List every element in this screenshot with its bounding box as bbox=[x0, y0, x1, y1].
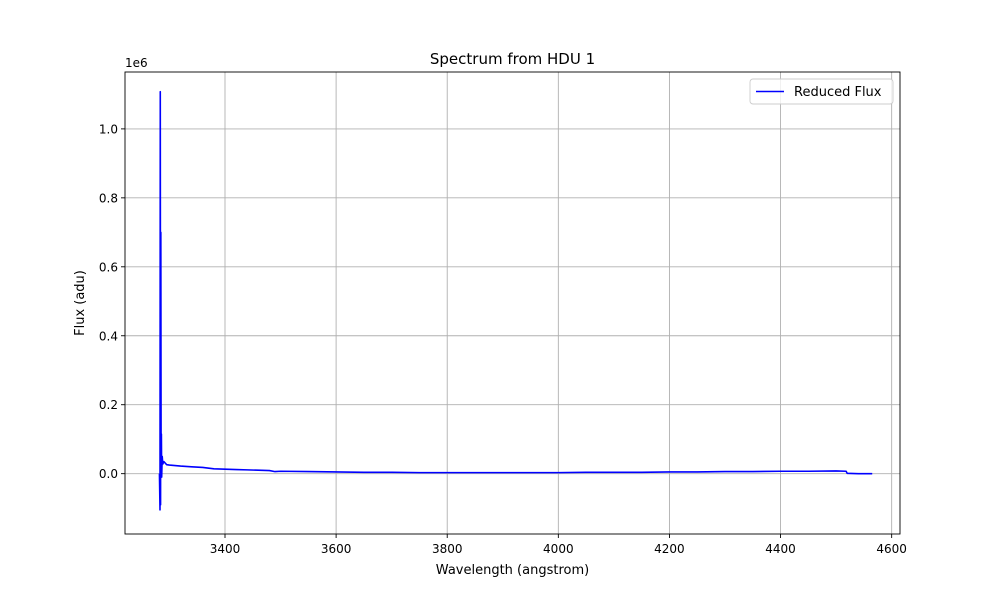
plot-frame bbox=[124, 71, 901, 535]
series-line-reduced-flux bbox=[158, 90, 873, 511]
x-tick-label: 3600 bbox=[321, 542, 352, 556]
x-axis-label: Wavelength (angstrom) bbox=[436, 563, 589, 578]
x-tick-label: 4400 bbox=[765, 542, 796, 556]
y-axis-label: Flux (adu) bbox=[73, 270, 88, 336]
y-offset-label: 1e6 bbox=[125, 56, 148, 70]
ticks: 3400 3600 3800 4000 4200 4400 4600 0.0 0.2 0.4 0.6… bbox=[99, 122, 907, 556]
grid bbox=[125, 72, 900, 534]
y-tick-label: 1.0 bbox=[99, 122, 118, 136]
x-tick-label: 4600 bbox=[876, 542, 907, 556]
y-tick-label: 0.0 bbox=[99, 467, 118, 481]
x-tick-label: 3400 bbox=[210, 542, 241, 556]
x-tick-label: 4200 bbox=[654, 542, 685, 556]
legend-entry-reduced-flux: Reduced Flux bbox=[794, 85, 882, 100]
y-tick-label: 0.6 bbox=[99, 260, 118, 274]
x-tick-label: 4000 bbox=[543, 542, 574, 556]
y-tick-label: 0.4 bbox=[99, 329, 118, 343]
legend-box bbox=[749, 78, 894, 105]
series-layer bbox=[158, 90, 873, 511]
chart-title: Spectrum from HDU 1 bbox=[430, 50, 595, 68]
legend: Reduced Flux bbox=[749, 78, 894, 105]
x-tick-label: 3800 bbox=[432, 542, 463, 556]
y-tick-label: 0.2 bbox=[99, 398, 118, 412]
y-tick-label: 0.8 bbox=[99, 191, 118, 205]
